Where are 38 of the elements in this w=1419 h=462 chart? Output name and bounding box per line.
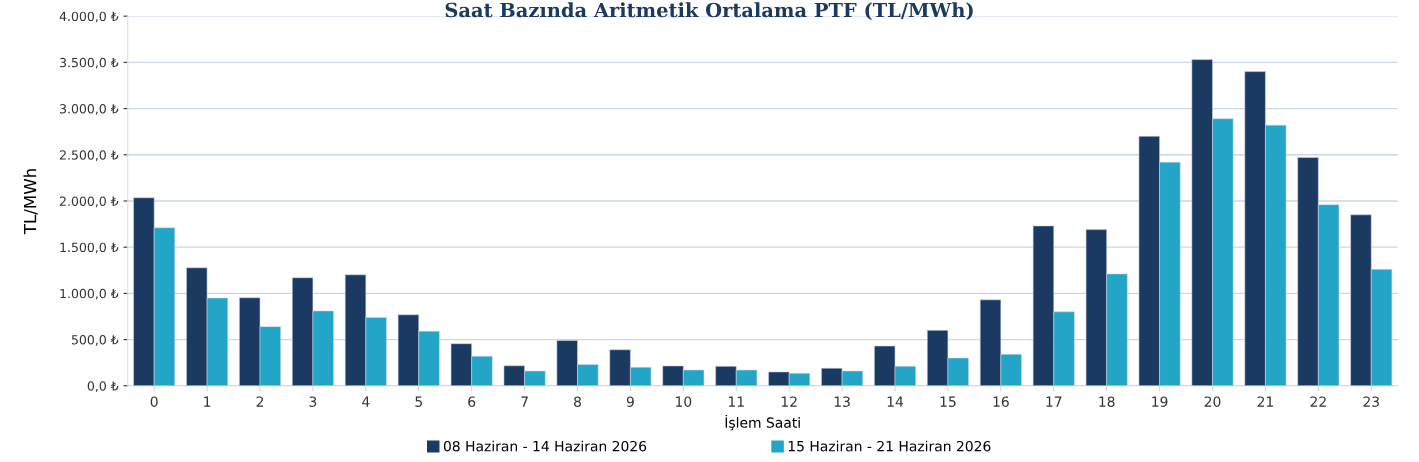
x-tick-label: 4 <box>362 396 370 407</box>
x-tick-label: 16 <box>993 396 1009 407</box>
x-tick-label: 11 <box>728 396 744 407</box>
y-tick-label: 4.000,0 ₺ <box>59 11 119 23</box>
x-tick-label: 10 <box>676 396 692 407</box>
x-tick-label: 19 <box>1152 396 1168 407</box>
x-tick-label: 18 <box>1099 396 1115 407</box>
x-tick-label: 2 <box>256 396 264 407</box>
x-tick-label: 17 <box>1046 396 1062 407</box>
x-tick-label: 21 <box>1257 396 1273 407</box>
x-tick-label: 22 <box>1310 396 1326 407</box>
y-tick-label: 1.000,0 ₺ <box>60 288 119 300</box>
x-tick-label: 12 <box>781 396 797 407</box>
chart-title: Saat Bazında Aritmetik Ortalama PTF (TL/MWh) <box>445 2 973 21</box>
x-tick-label: 1 <box>204 396 211 407</box>
x-tick-label: 3 <box>309 396 317 407</box>
y-tick-label: 0,0 ₺ <box>87 381 119 392</box>
x-axis-title: İşlem Saati <box>725 414 800 431</box>
x-tick-label: 23 <box>1363 396 1379 407</box>
y-tick-label: 3.500,0 ₺ <box>60 57 119 69</box>
x-tick-label: 15 <box>940 396 956 407</box>
legend-label: 08 Haziran - 14 Haziran 2026 <box>443 440 647 452</box>
y-tick-label: 3.000,0 ₺ <box>60 104 119 115</box>
y-tick-label: 1.500,0 ₺ <box>60 242 119 254</box>
y-tick-label: 2.000,0 ₺ <box>59 196 119 208</box>
legend-label: 15 Haziran - 21 Haziran 2026 <box>788 440 991 452</box>
x-tick-label: 5 <box>415 396 422 407</box>
x-tick-label: 6 <box>468 396 476 407</box>
y-axis-title: TL/MWh <box>23 169 38 235</box>
x-tick-label: 0 <box>150 396 158 407</box>
x-tick-label: 13 <box>834 396 850 407</box>
x-tick-label: 14 <box>887 396 904 407</box>
x-tick-label: 9 <box>626 396 634 407</box>
y-tick-label: 500,0 ₺ <box>71 335 119 346</box>
x-tick-label: 7 <box>521 396 528 407</box>
y-tick-label: 2.500,0 ₺ <box>59 150 119 161</box>
x-tick-label: 8 <box>574 396 581 407</box>
x-tick-label: 20 <box>1204 396 1221 407</box>
